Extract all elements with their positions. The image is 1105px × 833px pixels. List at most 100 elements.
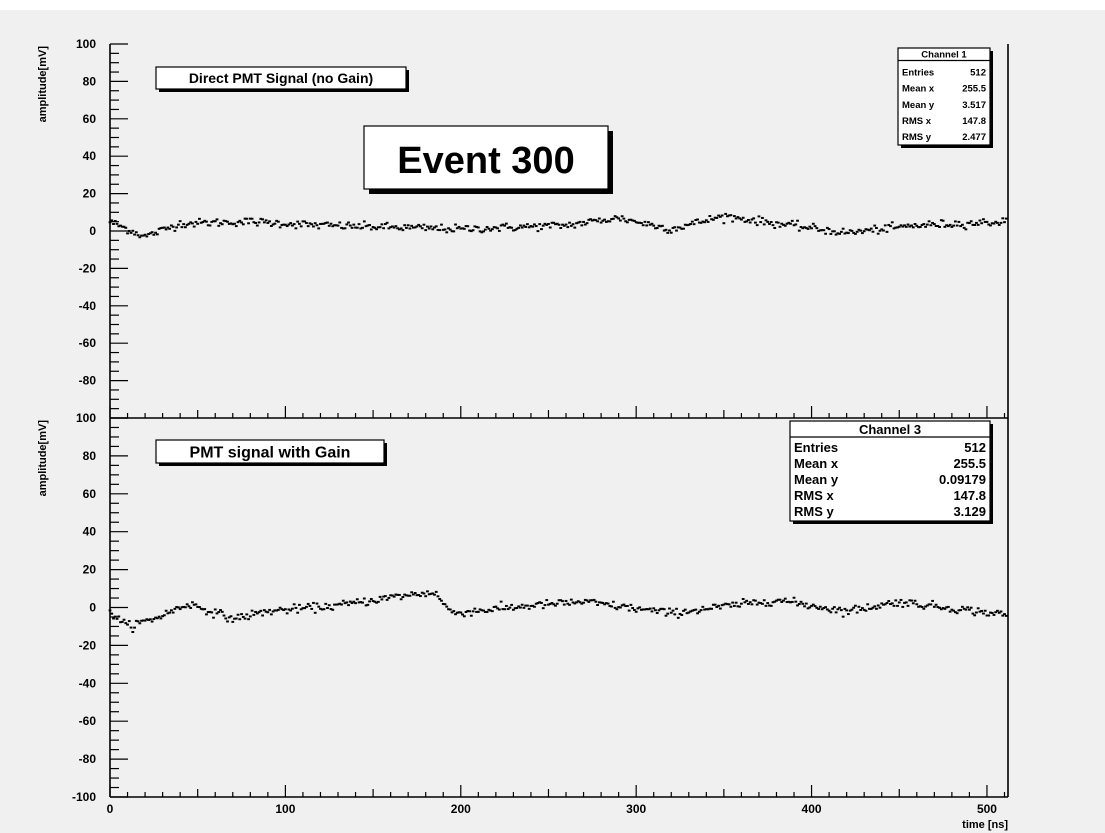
data-point	[654, 227, 657, 230]
data-point	[208, 610, 212, 613]
data-point	[920, 223, 924, 226]
data-point	[757, 601, 761, 604]
data-point	[117, 225, 121, 228]
data-point	[150, 231, 154, 234]
data-point	[313, 222, 317, 225]
data-point	[650, 222, 654, 225]
data-point	[890, 602, 894, 605]
data-point	[448, 228, 452, 231]
data-point	[724, 602, 728, 605]
data-point	[804, 226, 808, 229]
data-point	[824, 606, 827, 609]
data-point	[429, 592, 433, 595]
data-point	[424, 595, 428, 598]
data-point	[561, 223, 564, 226]
data-point	[968, 222, 971, 225]
data-point	[747, 218, 750, 221]
data-point	[722, 603, 726, 606]
data-point	[989, 224, 992, 227]
data-point	[769, 604, 773, 607]
data-point	[438, 598, 442, 601]
data-point	[648, 607, 652, 610]
data-point	[638, 221, 642, 224]
data-point	[371, 600, 375, 603]
data-point	[968, 608, 971, 611]
data-point	[566, 226, 570, 229]
data-point	[592, 598, 596, 601]
data-point	[957, 220, 961, 223]
data-point	[133, 233, 136, 236]
data-point	[897, 601, 901, 604]
stats-key: RMS y	[794, 504, 835, 519]
data-point	[185, 223, 189, 226]
data-point	[352, 223, 356, 226]
x-axis-title: time [ns]	[962, 819, 1008, 831]
stats-value: 255.5	[953, 456, 986, 471]
data-point	[810, 227, 813, 230]
data-point	[108, 609, 112, 612]
data-point	[559, 599, 563, 602]
data-point	[143, 233, 147, 236]
data-point	[124, 622, 128, 625]
data-point	[887, 600, 891, 603]
data-point	[910, 599, 913, 602]
data-point	[564, 223, 568, 226]
data-point	[566, 602, 570, 605]
data-point	[203, 219, 207, 222]
data-point	[506, 226, 510, 229]
data-point	[768, 222, 771, 225]
data-point	[324, 221, 328, 224]
data-point	[210, 611, 214, 614]
data-point	[554, 604, 557, 607]
data-point	[913, 599, 917, 602]
data-point	[717, 214, 721, 217]
data-point	[178, 220, 182, 223]
data-point	[503, 224, 507, 227]
data-point	[108, 221, 112, 224]
data-point	[326, 607, 329, 610]
data-point	[673, 226, 677, 229]
data-point	[855, 611, 859, 614]
data-point	[936, 225, 940, 228]
data-point	[582, 220, 585, 223]
data-point	[287, 223, 291, 226]
data-point	[911, 226, 915, 229]
data-point	[519, 224, 522, 227]
data-point	[624, 605, 628, 608]
data-point	[910, 224, 913, 227]
data-point	[489, 609, 492, 612]
data-point	[394, 593, 398, 596]
data-point	[152, 233, 156, 236]
data-point	[420, 227, 424, 230]
data-point	[390, 225, 394, 228]
data-point	[915, 603, 919, 606]
data-point	[585, 222, 589, 225]
data-point	[573, 602, 577, 605]
data-point	[869, 227, 873, 230]
data-point	[417, 593, 421, 596]
data-point	[982, 218, 985, 221]
data-point	[929, 224, 933, 227]
data-point	[927, 220, 931, 223]
data-point	[282, 223, 286, 226]
data-point	[238, 219, 242, 222]
data-point	[292, 223, 296, 226]
y-tick-label: -80	[79, 374, 97, 388]
data-point	[171, 225, 175, 228]
data-point	[685, 612, 689, 615]
data-point	[904, 225, 908, 228]
data-point	[745, 220, 749, 223]
data-point	[960, 605, 964, 608]
data-point	[357, 601, 361, 604]
data-point	[334, 603, 338, 606]
data-point	[896, 604, 899, 607]
data-point	[341, 227, 345, 230]
data-point	[854, 232, 857, 235]
data-point	[603, 603, 607, 606]
data-point	[669, 611, 673, 614]
data-point	[489, 229, 492, 232]
data-point	[657, 224, 661, 227]
data-point	[654, 609, 657, 612]
event-label: Event 300	[397, 140, 574, 182]
panel-1: 100 80 60 40 20 0 -20 -40 -60 -80 amplitude[mV] Dir…	[37, 37, 1009, 419]
